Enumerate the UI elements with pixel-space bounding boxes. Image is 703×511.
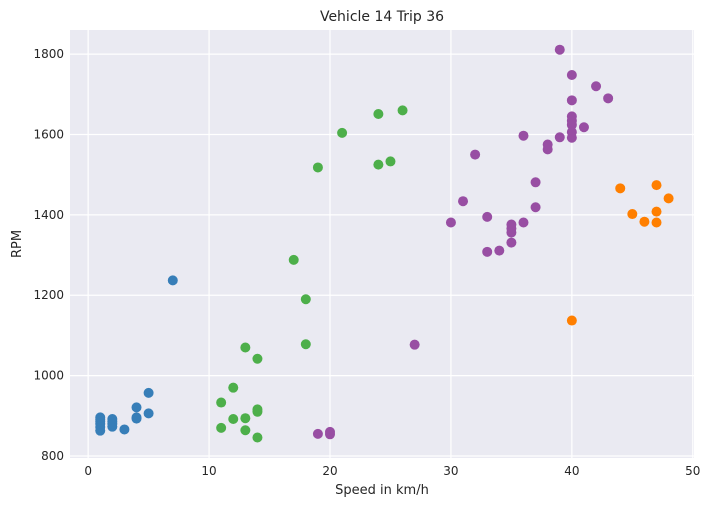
data-point <box>143 408 154 419</box>
data-point <box>554 132 565 143</box>
data-point <box>143 387 154 398</box>
data-point <box>409 339 420 350</box>
data-point <box>228 382 239 393</box>
data-point <box>240 413 251 424</box>
x-tick-label: 40 <box>564 464 579 478</box>
x-tick-label: 10 <box>201 464 216 478</box>
data-point <box>542 139 553 150</box>
data-point <box>482 211 493 222</box>
x-tick-label: 20 <box>322 464 337 478</box>
data-point <box>482 246 493 257</box>
data-point <box>627 209 638 220</box>
data-point <box>578 122 589 133</box>
data-point <box>312 428 323 439</box>
data-point <box>131 402 142 413</box>
data-point <box>373 159 384 170</box>
data-point <box>216 422 227 433</box>
x-axis-label: Speed in km/h <box>335 483 429 498</box>
data-point <box>325 426 335 437</box>
y-axis-label: RPM <box>10 230 25 258</box>
data-point <box>566 111 577 122</box>
data-point <box>397 105 408 116</box>
data-point <box>530 177 541 188</box>
plot-background <box>70 30 694 458</box>
data-point <box>337 127 348 138</box>
data-point <box>663 193 674 204</box>
data-point <box>240 342 251 353</box>
data-point <box>615 183 626 194</box>
data-point <box>494 245 505 256</box>
data-point <box>119 424 130 435</box>
grid-lines <box>70 30 694 458</box>
y-tick-label: 1400 <box>33 208 64 222</box>
tick-labels: 0 10 20 30 40 50 800 1000 1200 1400 1600 1800 <box>33 47 700 478</box>
data-point <box>228 414 239 425</box>
data-point <box>530 202 541 213</box>
data-point <box>566 70 577 81</box>
data-point <box>639 216 650 227</box>
y-tick-label: 1800 <box>33 47 64 61</box>
data-point <box>458 196 469 207</box>
data-point <box>95 412 106 423</box>
y-tick-label: 1000 <box>33 369 64 383</box>
x-tick-label: 0 <box>84 464 92 478</box>
y-tick-label: 1600 <box>33 127 64 141</box>
data-point <box>518 217 529 228</box>
y-tick-label: 800 <box>41 449 64 463</box>
data-points <box>95 44 674 443</box>
x-tick-label: 50 <box>685 464 700 478</box>
data-point <box>445 217 456 228</box>
data-point <box>131 412 142 423</box>
data-point <box>312 162 323 173</box>
data-point <box>385 156 396 167</box>
data-point <box>252 432 263 443</box>
data-point <box>566 315 577 326</box>
data-point <box>252 353 263 364</box>
data-point <box>651 206 662 217</box>
data-point <box>167 275 178 286</box>
data-point <box>470 149 481 160</box>
data-point <box>373 108 384 119</box>
data-point <box>216 397 227 408</box>
data-point <box>252 404 263 415</box>
data-point <box>651 180 662 191</box>
data-point <box>603 93 614 104</box>
data-point <box>107 414 118 425</box>
data-point <box>518 130 529 141</box>
data-point <box>591 81 602 92</box>
data-point <box>240 425 251 436</box>
data-point <box>566 95 577 106</box>
data-point <box>506 219 517 230</box>
data-point <box>566 127 577 138</box>
data-point <box>554 44 565 55</box>
y-tick-label: 1200 <box>33 288 64 302</box>
data-point <box>651 217 662 228</box>
chart-title: Vehicle 14 Trip 36 <box>320 9 444 25</box>
data-point <box>300 294 311 305</box>
data-point <box>506 237 517 248</box>
x-tick-label: 30 <box>443 464 458 478</box>
data-point <box>300 339 311 350</box>
data-point <box>288 254 299 265</box>
